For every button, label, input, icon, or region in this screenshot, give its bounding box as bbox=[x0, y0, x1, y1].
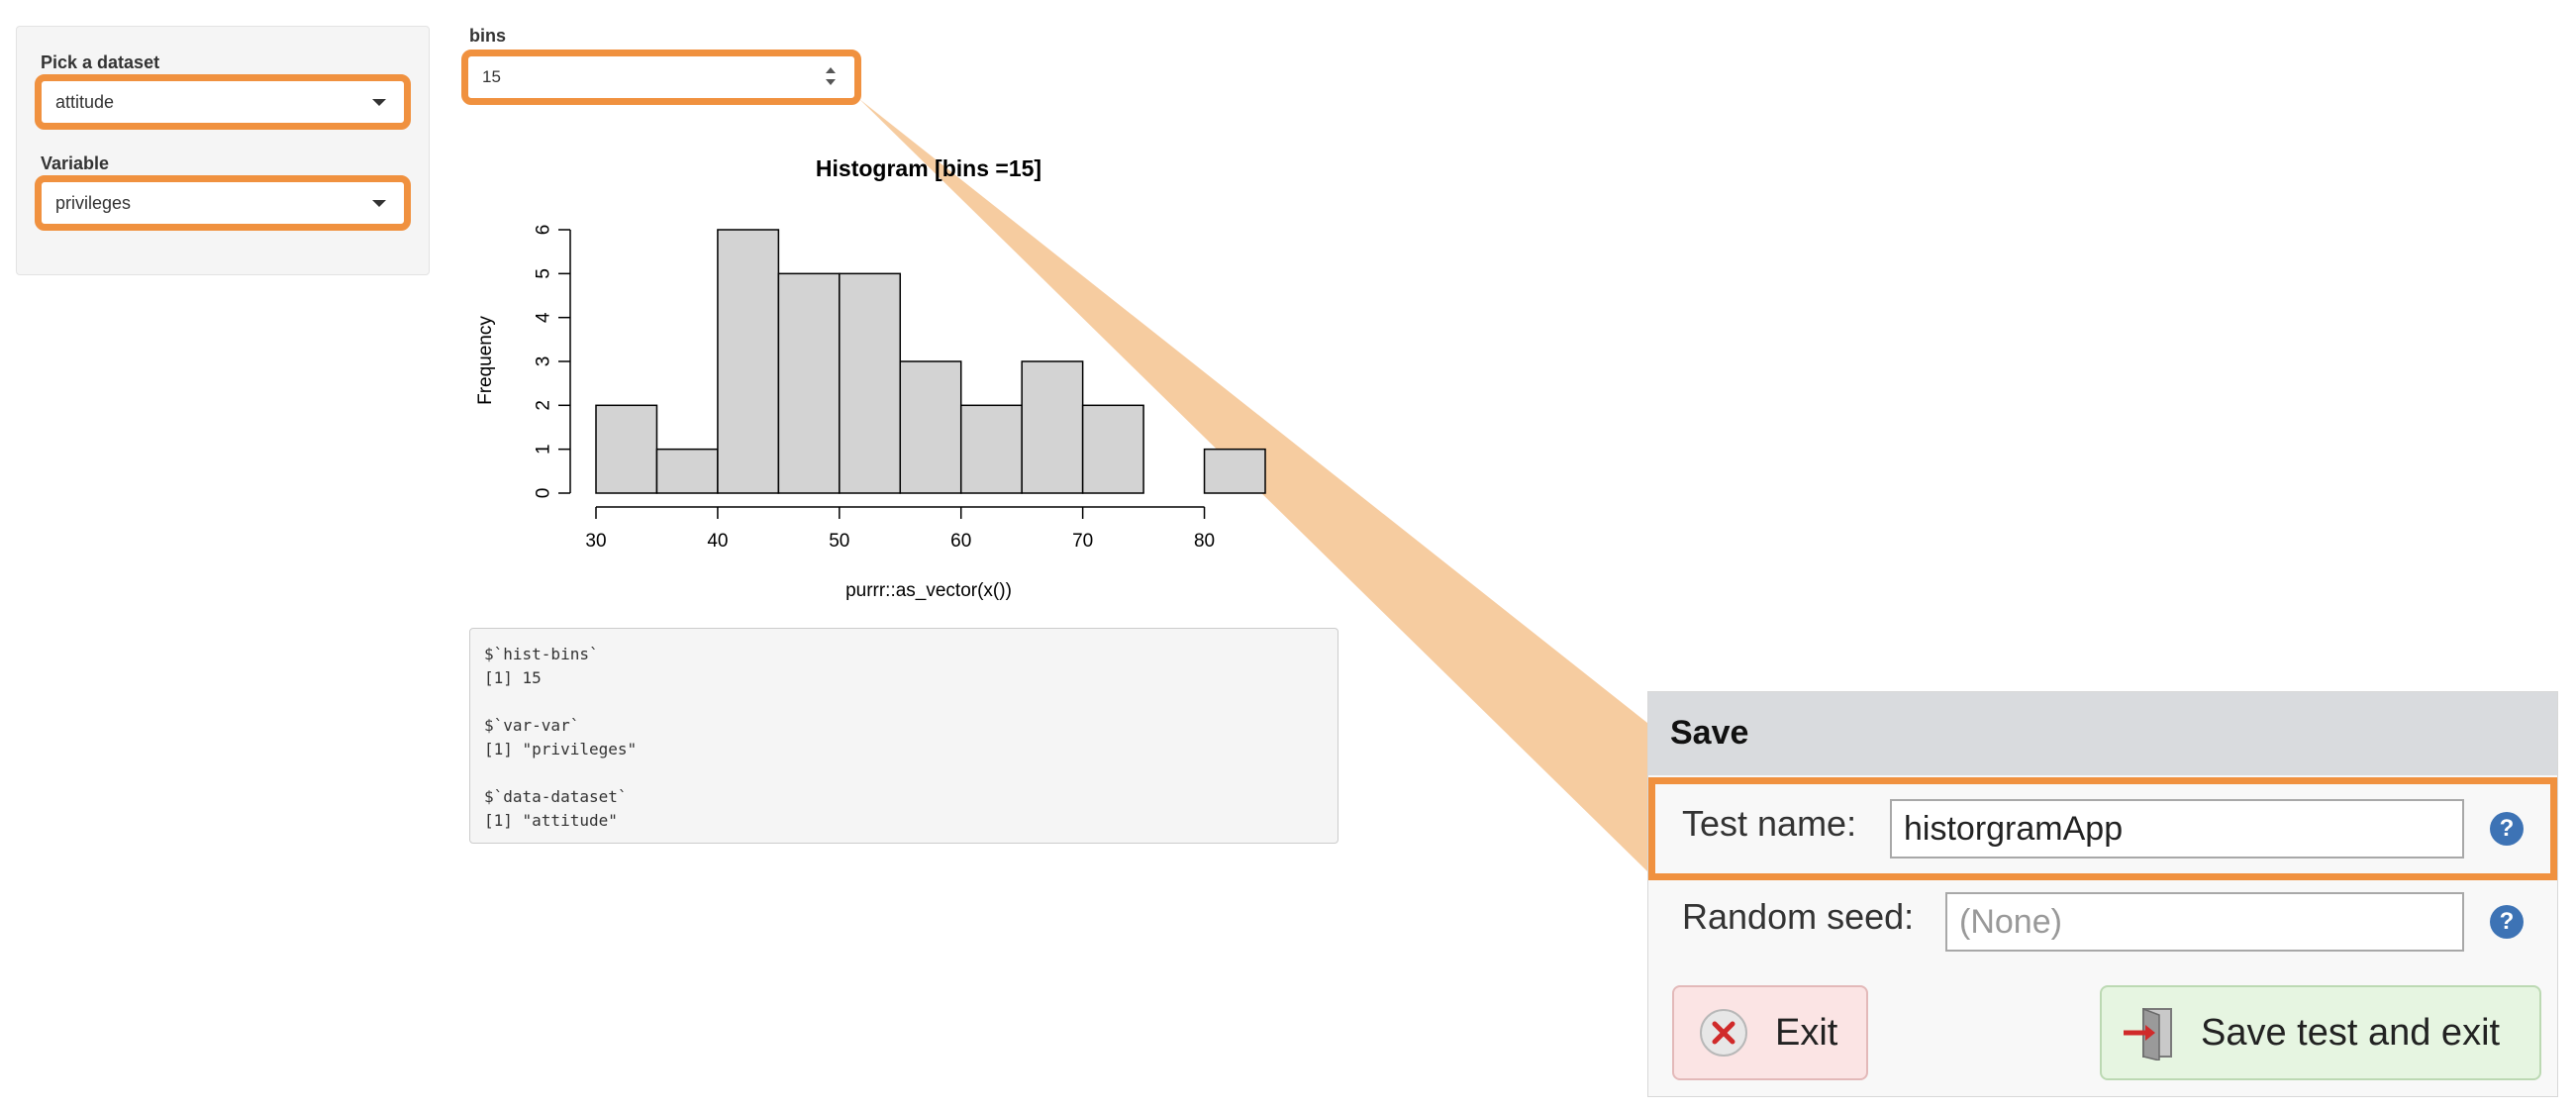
histogram-bar bbox=[839, 272, 902, 494]
histogram-bar bbox=[777, 272, 841, 494]
variable-select-value: privileges bbox=[55, 192, 132, 213]
y-tick-label: 1 bbox=[534, 444, 554, 454]
dataset-select-value: attitude bbox=[55, 91, 115, 112]
output-line: $`hist-bins` bbox=[484, 645, 599, 663]
histogram-bar bbox=[959, 404, 1023, 494]
test-name-label: Test name: bbox=[1682, 803, 1857, 844]
variable-label: Variable bbox=[41, 153, 110, 173]
help-icon[interactable]: ? bbox=[2490, 905, 2524, 939]
y-tick-label: 5 bbox=[534, 268, 554, 279]
bins-input[interactable]: 15 bbox=[461, 50, 861, 105]
panel-title: Save bbox=[1670, 714, 1749, 752]
dataset-select[interactable]: attitude bbox=[35, 74, 411, 130]
random-seed-label: Random seed: bbox=[1682, 896, 1915, 937]
stepper-arrows-icon[interactable] bbox=[825, 66, 837, 86]
variable-select[interactable]: privileges bbox=[35, 175, 411, 231]
random-seed-input[interactable]: (None) bbox=[1945, 892, 2464, 952]
exit-label: Exit bbox=[1775, 1011, 1838, 1054]
output-line: $`var-var` bbox=[484, 716, 580, 735]
help-icon[interactable]: ? bbox=[2490, 812, 2524, 846]
output-line: [1] "attitude" bbox=[484, 811, 618, 830]
histogram-bar bbox=[1021, 360, 1084, 494]
x-tick-label: 70 bbox=[1072, 531, 1093, 552]
y-tick-label: 3 bbox=[534, 356, 554, 367]
histogram-chart: Histogram [bins =15] Frequency purrr::as… bbox=[475, 155, 1266, 601]
histogram-bar bbox=[655, 448, 719, 494]
panel-header: Save bbox=[1648, 692, 2557, 775]
test-name-row-highlight bbox=[1648, 777, 2557, 880]
histogram-bar bbox=[1081, 404, 1144, 494]
bins-input-value: 15 bbox=[482, 67, 501, 86]
histogram-bar bbox=[595, 404, 658, 494]
histogram-bar bbox=[717, 229, 780, 494]
histogram-bar bbox=[899, 360, 962, 494]
save-label: Save test and exit bbox=[2201, 1011, 2501, 1054]
x-tick-label: 50 bbox=[829, 531, 849, 552]
output-box: $`hist-bins` [1] 15 $`var-var` [1] "priv… bbox=[469, 628, 1338, 844]
histogram-bar bbox=[1203, 448, 1266, 494]
y-tick-label: 2 bbox=[534, 400, 554, 411]
x-tick-label: 80 bbox=[1194, 531, 1215, 552]
chart-title: Histogram [bins =15] bbox=[816, 155, 1041, 181]
chevron-down-icon bbox=[372, 200, 386, 207]
x-tick-label: 40 bbox=[707, 531, 728, 552]
y-axis-label: Frequency bbox=[475, 316, 496, 405]
save-panel: Save Test name: historgramApp ? Random s… bbox=[1647, 691, 2558, 1097]
test-name-input[interactable]: historgramApp bbox=[1890, 799, 2464, 858]
y-tick-label: 0 bbox=[534, 488, 554, 499]
bins-label: bins bbox=[469, 26, 507, 46]
output-line: [1] "privileges" bbox=[484, 740, 638, 758]
y-tick-label: 6 bbox=[534, 225, 554, 236]
exit-button[interactable]: Exit bbox=[1672, 985, 1868, 1080]
chevron-down-icon bbox=[372, 99, 386, 106]
output-line: $`data-dataset` bbox=[484, 787, 628, 806]
save-test-and-exit-button[interactable]: Save test and exit bbox=[2100, 985, 2541, 1080]
x-tick-label: 60 bbox=[950, 531, 971, 552]
output-line: [1] 15 bbox=[484, 668, 542, 687]
x-tick-label: 30 bbox=[585, 531, 606, 552]
door-exit-icon bbox=[2124, 1007, 2172, 1060]
close-circle-icon bbox=[1700, 1009, 1747, 1057]
output-text: $`hist-bins` [1] 15 $`var-var` [1] "priv… bbox=[470, 629, 1338, 847]
dataset-label: Pick a dataset bbox=[41, 52, 160, 72]
y-tick-label: 4 bbox=[534, 312, 554, 323]
x-axis-label: purrr::as_vector(x()) bbox=[845, 580, 1012, 601]
sidebar-panel: Pick a dataset attitude Variable privile… bbox=[16, 26, 430, 275]
